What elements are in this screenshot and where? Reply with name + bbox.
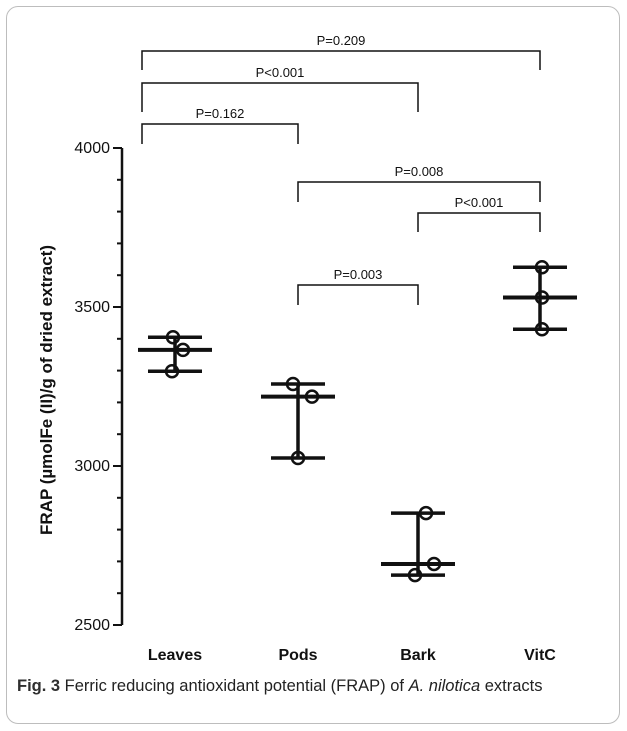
y-tick-label: 3500 <box>74 299 110 316</box>
data-point <box>165 329 181 345</box>
bracket-line <box>141 50 541 70</box>
comparison-bracket: P=0.162 <box>141 106 299 144</box>
comparison-bracket: P=0.008 <box>297 164 541 202</box>
y-axis: 2500 3000 3500 4000 <box>74 140 124 634</box>
y-tick-label: 4000 <box>74 140 110 157</box>
p-value-label: P=0.008 <box>395 164 444 179</box>
x-category-label: Leaves <box>148 647 202 664</box>
data-marks <box>138 260 577 583</box>
bracket-line <box>297 181 541 202</box>
category-bark <box>381 505 455 583</box>
figure-frame <box>6 6 620 724</box>
y-axis-label: FRAP (µmolFe (II)/g of dried extract) <box>37 245 56 535</box>
caption-text-after: extracts <box>480 677 543 695</box>
comparison-bracket: P<0.001 <box>417 195 541 232</box>
bracket-line <box>141 82 419 112</box>
data-point <box>175 342 191 358</box>
data-point <box>418 505 434 521</box>
data-point <box>534 290 550 305</box>
bracket-line <box>141 123 299 144</box>
comparison-bracket: P<0.001 <box>141 65 419 112</box>
category-leaves <box>138 329 212 379</box>
y-tick-label: 3000 <box>74 458 110 475</box>
x-category-label: Pods <box>278 647 317 664</box>
caption-label: Fig. 3 <box>17 677 61 695</box>
data-point <box>534 260 550 275</box>
category-vitc <box>503 260 577 337</box>
x-category-label: VitC <box>524 647 556 664</box>
p-value-label: P<0.001 <box>455 195 504 210</box>
caption-species: A. nilotica <box>408 677 481 695</box>
figure-caption: Fig. 3 Ferric reducing antioxidant poten… <box>17 675 607 697</box>
p-value-label: P=0.162 <box>196 106 245 121</box>
bracket-line <box>417 212 541 232</box>
comparison-bracket: P=0.003 <box>297 267 419 305</box>
data-point <box>164 363 180 379</box>
data-point <box>426 556 442 572</box>
significance-brackets: P=0.209 P<0.001 P=0.162 P=0.008 P<0.001 P=0.0… <box>141 33 541 305</box>
p-value-label: P<0.001 <box>256 65 305 80</box>
data-point <box>304 389 320 404</box>
comparison-bracket: P=0.209 <box>141 33 541 70</box>
data-point <box>285 376 301 392</box>
x-axis-labels: Leaves Pods Bark VitC <box>148 647 556 664</box>
bracket-line <box>297 284 419 305</box>
y-tick-label: 2500 <box>74 617 110 634</box>
data-point <box>407 567 423 583</box>
x-category-label: Bark <box>400 647 436 664</box>
data-point <box>290 450 306 466</box>
category-pods <box>261 376 335 466</box>
caption-text-before: Ferric reducing antioxidant potential (F… <box>60 677 409 695</box>
data-point <box>534 322 550 337</box>
p-value-label: P=0.209 <box>317 33 366 48</box>
p-value-label: P=0.003 <box>334 267 383 282</box>
